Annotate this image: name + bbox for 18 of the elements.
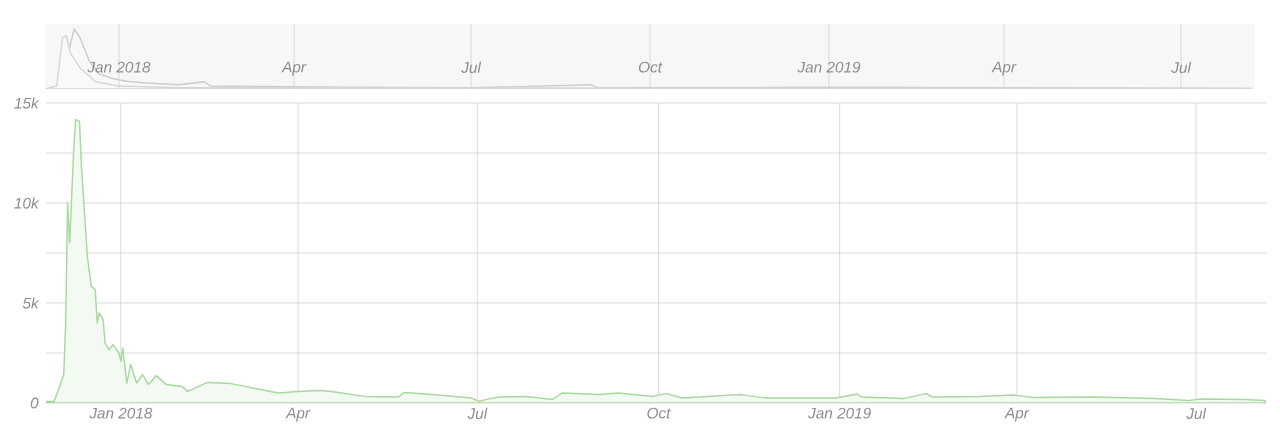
- x-tick-label: Jul: [467, 407, 488, 419]
- x-tick-label: Jul: [1186, 407, 1207, 419]
- y-tick-label: 15k: [14, 97, 40, 109]
- x-tick-label: Jul: [461, 61, 482, 73]
- x-tick-label: Apr: [991, 61, 1017, 76]
- x-tick-label: Oct: [647, 407, 671, 419]
- y-tick-label: 5k: [22, 297, 40, 309]
- y-tick-label: 10k: [14, 197, 40, 209]
- y-tick-label: 0: [30, 397, 39, 409]
- x-tick-label: Jan 2019: [808, 407, 871, 419]
- x-tick-label: Jan 2019: [797, 61, 861, 73]
- x-tick-label: Jan 2018: [89, 407, 153, 419]
- x-tick-label: Jul: [1171, 61, 1192, 73]
- x-tick-label: Jan 2018: [87, 61, 151, 73]
- x-tick-label: Apr: [1004, 407, 1030, 422]
- x-tick-label: Apr: [281, 61, 307, 76]
- x-tick-label: Oct: [638, 61, 663, 73]
- x-tick-label: Apr: [285, 407, 311, 422]
